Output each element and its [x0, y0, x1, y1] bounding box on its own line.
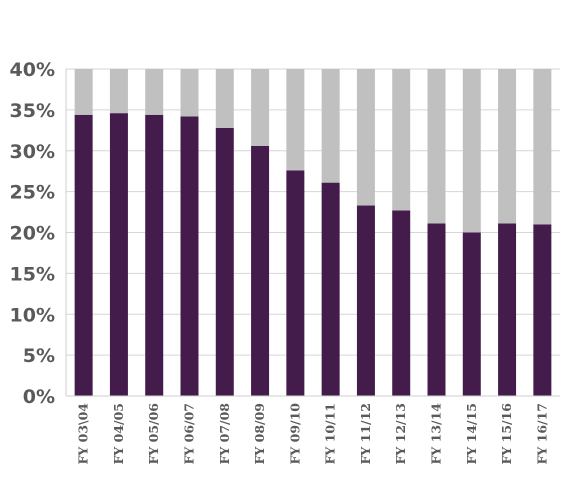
y-tick-label: 30%	[10, 141, 55, 163]
bar-remainder	[145, 69, 164, 115]
x-tick-label: FY 15/16	[499, 403, 514, 465]
bar-primary	[392, 210, 411, 396]
axes	[65, 69, 560, 397]
y-tick-label: 15%	[10, 263, 55, 285]
x-tick-label: FY 09/10	[287, 403, 302, 465]
y-tick-labels: 0% 5% 10% 15% 20% 25% 30% 35% 40%	[10, 59, 55, 408]
bar-remainder	[533, 69, 552, 225]
x-tick-label: FY 14/15	[464, 403, 479, 465]
y-tick-label: 35%	[10, 100, 55, 122]
bar-remainder	[74, 69, 93, 115]
bar-remainder	[356, 69, 375, 206]
bar-primary	[498, 223, 517, 396]
bar-remainder	[286, 69, 305, 171]
bar-primary	[145, 114, 164, 396]
bar-remainder	[321, 69, 340, 183]
bar-remainder	[462, 69, 481, 233]
x-tick-label: FY 10/11	[323, 403, 338, 465]
x-tick-label: FY 07/08	[217, 403, 232, 465]
bar-primary	[215, 127, 234, 397]
bar-primary	[427, 223, 446, 396]
y-tick-label: 20%	[10, 223, 55, 245]
x-tick-label: FY 08/09	[252, 403, 267, 465]
bar-primary	[462, 232, 481, 396]
x-tick-label: FY 03\04	[76, 403, 91, 465]
bar-remainder	[251, 69, 270, 146]
bar-remainder	[109, 69, 128, 114]
bar-primary	[74, 114, 93, 396]
bars	[74, 69, 552, 397]
x-tick-label: FY 06/07	[182, 403, 197, 465]
x-tick-label: FY 04/05	[111, 403, 126, 465]
bar-primary	[109, 113, 128, 397]
bar-primary	[180, 116, 199, 396]
x-tick-label: FY 13/14	[429, 403, 444, 465]
x-tick-label: FY 16/17	[534, 403, 549, 465]
bar-remainder	[427, 69, 446, 224]
x-tick-label: FY 05/06	[146, 403, 161, 465]
x-tick-labels: FY 03\04 FY 04/05 FY 05/06 FY 06/07 FY 07/08…	[76, 403, 550, 465]
y-tick-label: 5%	[23, 345, 55, 367]
y-tick-label: 10%	[10, 304, 55, 326]
bar-primary	[533, 224, 552, 396]
x-tick-label: FY 12/13	[393, 403, 408, 465]
y-tick-label: 0%	[23, 386, 55, 408]
x-tick-label: FY 11/12	[358, 403, 373, 465]
bar-remainder	[392, 69, 411, 211]
bar-primary	[286, 170, 305, 396]
bar-primary	[321, 182, 340, 396]
gridlines	[66, 68, 560, 356]
bar-primary	[356, 205, 375, 396]
y-tick-label: 25%	[10, 182, 55, 204]
y-tick-label: 40%	[10, 59, 55, 81]
bar-primary	[251, 145, 270, 396]
bar-remainder	[180, 69, 199, 117]
bar-remainder	[498, 69, 517, 224]
bar-remainder	[215, 69, 234, 128]
